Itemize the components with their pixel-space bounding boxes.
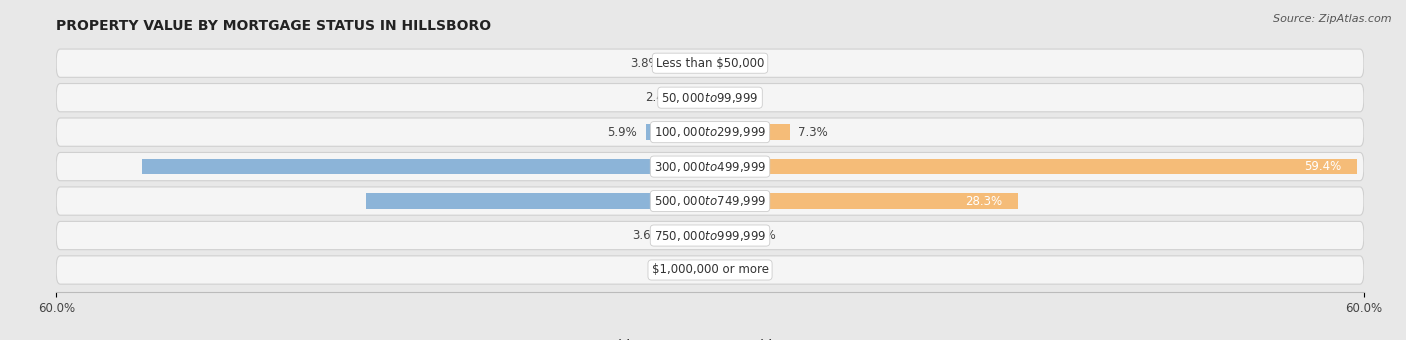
Bar [710,228,737,243]
Text: $1,000,000 or more: $1,000,000 or more [651,264,769,276]
FancyBboxPatch shape [56,187,1364,215]
Text: 0.48%: 0.48% [659,264,696,276]
Text: 3.8%: 3.8% [630,57,659,70]
Bar [142,159,710,174]
FancyBboxPatch shape [56,221,1364,250]
Text: $300,000 to $499,999: $300,000 to $499,999 [654,159,766,174]
Text: 59.4%: 59.4% [1303,160,1341,173]
Text: 7.3%: 7.3% [799,126,828,139]
Text: Less than $50,000: Less than $50,000 [655,57,765,70]
Legend: Without Mortgage, With Mortgage: Without Mortgage, With Mortgage [579,335,841,340]
FancyBboxPatch shape [56,118,1364,146]
Bar [710,262,718,278]
Bar [704,262,710,278]
Text: 3.6%: 3.6% [633,229,662,242]
Text: Source: ZipAtlas.com: Source: ZipAtlas.com [1274,14,1392,23]
Bar [683,90,710,105]
Text: $500,000 to $749,999: $500,000 to $749,999 [654,194,766,208]
Text: 52.1%: 52.1% [693,160,731,173]
Bar [645,124,710,140]
Bar [671,228,710,243]
Text: PROPERTY VALUE BY MORTGAGE STATUS IN HILLSBORO: PROPERTY VALUE BY MORTGAGE STATUS IN HIL… [56,19,491,33]
Bar [366,193,710,209]
Text: $750,000 to $999,999: $750,000 to $999,999 [654,228,766,242]
Text: 2.5%: 2.5% [747,229,776,242]
Text: 28.3%: 28.3% [965,194,1002,207]
Bar [710,124,790,140]
Bar [710,55,727,71]
Text: 0.73%: 0.73% [727,264,763,276]
Text: 2.4%: 2.4% [645,91,675,104]
Bar [710,193,1018,209]
FancyBboxPatch shape [56,84,1364,112]
Text: $50,000 to $99,999: $50,000 to $99,999 [661,91,759,105]
Text: 0.39%: 0.39% [723,91,761,104]
Bar [710,90,714,105]
Text: 5.9%: 5.9% [607,126,637,139]
Text: 31.6%: 31.6% [693,194,731,207]
Text: $100,000 to $299,999: $100,000 to $299,999 [654,125,766,139]
FancyBboxPatch shape [56,49,1364,77]
FancyBboxPatch shape [56,152,1364,181]
Bar [669,55,710,71]
Text: 1.5%: 1.5% [735,57,765,70]
Bar [710,159,1357,174]
FancyBboxPatch shape [56,256,1364,284]
